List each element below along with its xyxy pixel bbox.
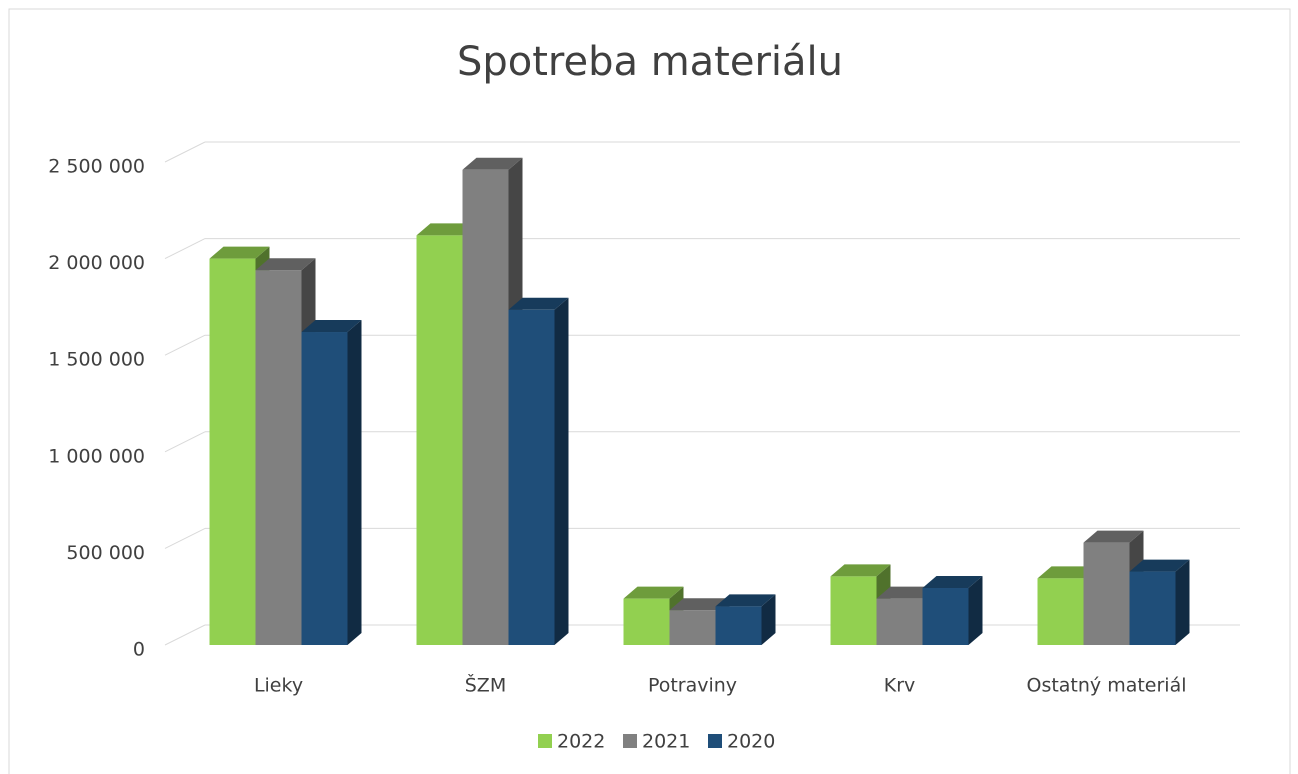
- bar: [922, 588, 969, 645]
- chart-frame: [8, 8, 1291, 774]
- grid-line-side: [164, 624, 206, 646]
- legend-swatch: [538, 734, 552, 748]
- bar-top: [462, 157, 523, 170]
- y-tick-label: 1 500 000: [48, 349, 145, 371]
- x-tick-label: Krv: [884, 675, 916, 697]
- bar-top: [209, 246, 270, 259]
- y-tick-label: 2 000 000: [48, 252, 145, 274]
- grid-line-side: [164, 238, 206, 260]
- grid-line-side: [164, 334, 206, 356]
- bar: [462, 169, 509, 645]
- bar: [255, 270, 302, 645]
- bar-side: [554, 297, 569, 645]
- bar-top: [416, 223, 477, 236]
- bar-top: [876, 586, 937, 599]
- bar: [1083, 542, 1130, 645]
- grid-line-side: [164, 141, 206, 163]
- y-tick-label: 0: [133, 639, 145, 661]
- chart-title: Spotreba materiálu: [457, 39, 843, 85]
- x-tick-label: Potraviny: [648, 675, 737, 697]
- bar-side: [347, 320, 362, 645]
- legend-label: 2022: [557, 731, 605, 753]
- bar-top: [508, 297, 569, 310]
- grid-line-side: [164, 431, 206, 453]
- legend-label: 2021: [642, 731, 690, 753]
- bar-side: [968, 576, 983, 645]
- bar: [876, 598, 923, 645]
- y-tick-label: 2 500 000: [48, 156, 145, 178]
- x-tick-label: Ostatný materiál: [1026, 675, 1186, 697]
- bar-side: [1175, 559, 1190, 645]
- bar: [715, 606, 762, 645]
- bar: [209, 258, 256, 645]
- x-tick-label: ŠZM: [465, 673, 506, 697]
- bar-top: [255, 258, 316, 271]
- bar-top: [922, 576, 983, 589]
- legend-swatch: [708, 734, 722, 748]
- bar: [416, 235, 463, 645]
- bar-top: [1037, 566, 1098, 579]
- grid-line-side: [164, 527, 206, 549]
- bar: [623, 598, 670, 645]
- bar: [830, 576, 877, 645]
- bar-top: [1083, 530, 1144, 543]
- bar-top: [301, 320, 362, 333]
- y-tick-label: 500 000: [66, 542, 145, 564]
- legend-label: 2020: [727, 731, 775, 753]
- bar-top: [830, 564, 891, 577]
- x-tick-label: Lieky: [254, 675, 303, 697]
- bar: [301, 332, 348, 645]
- bar-top: [1129, 559, 1190, 572]
- bar-top: [669, 598, 730, 611]
- bar: [508, 309, 555, 645]
- y-tick-label: 1 000 000: [48, 445, 145, 467]
- bar: [669, 610, 716, 645]
- legend-swatch: [623, 734, 637, 748]
- bar: [1129, 571, 1176, 645]
- bar-side: [761, 594, 776, 645]
- bar: [1037, 578, 1084, 645]
- bar-top: [715, 594, 776, 607]
- bar-top: [623, 586, 684, 599]
